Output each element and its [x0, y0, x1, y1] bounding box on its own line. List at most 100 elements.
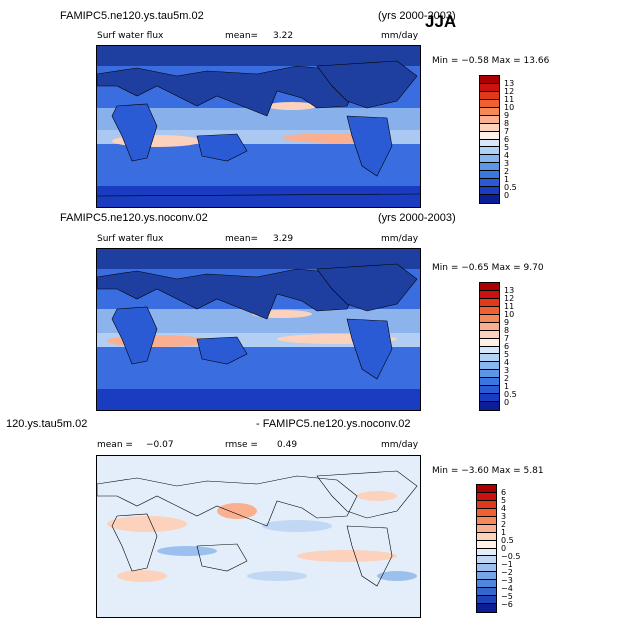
colorbar-swatch	[476, 579, 497, 589]
colorbar-swatch	[476, 571, 497, 581]
colorbar-swatch	[479, 138, 500, 148]
colorbar-swatch	[479, 90, 500, 100]
panel-2-cbar-label-0: 13	[504, 286, 515, 295]
panel-2-cbar-label-10: 3	[504, 366, 510, 375]
panel-2-mean-label: mean=	[225, 234, 259, 244]
panel-1-mean-label: mean=	[225, 31, 259, 41]
panel-3-rmse-value: 0.49	[277, 440, 298, 450]
colorbar-swatch	[479, 289, 500, 299]
panel-2-cbar-label-5: 8	[504, 326, 510, 335]
colorbar-swatch	[476, 515, 497, 525]
colorbar-swatch	[479, 114, 500, 124]
panel-1-cbar-label-12: 1	[504, 175, 510, 184]
panel-1-cbar-label-2: 11	[504, 95, 515, 104]
panel-1-variable: Surf water flux	[97, 31, 164, 41]
panel-2-cbar-label-9: 4	[504, 358, 510, 367]
panel-3-mean-label: mean =	[97, 440, 133, 450]
panel-1-cbar-label-9: 4	[504, 151, 510, 160]
colorbar-swatch	[479, 194, 500, 204]
colorbar-swatch	[476, 547, 497, 557]
colorbar-swatch	[479, 75, 500, 84]
panel-2-colorbar-boxes	[479, 282, 500, 411]
panel-3-cbar-label-11: −3	[501, 576, 513, 585]
colorbar-swatch	[479, 393, 500, 403]
colorbar-swatch	[476, 531, 497, 541]
panel-2-cbar-label-8: 5	[504, 350, 510, 359]
panel-2-cbar-label-6: 7	[504, 334, 510, 343]
panel-2-case-title: FAMIPC5.ne120.ys.noconv.02	[60, 212, 208, 224]
panel-3-map	[96, 455, 421, 618]
panel-2-cbar-label-7: 6	[504, 342, 510, 351]
colorbar-swatch	[479, 82, 500, 92]
panel-2-cbar-label-11: 2	[504, 374, 510, 383]
panel-2-units: mm/day	[381, 234, 419, 244]
colorbar-swatch	[479, 282, 500, 291]
panel-1-units: mm/day	[381, 31, 419, 41]
colorbar-swatch	[479, 313, 500, 323]
colorbar-swatch	[476, 603, 497, 613]
colorbar-swatch	[479, 162, 500, 172]
colorbar-swatch	[479, 122, 500, 132]
panel-3-cbar-label-2: 4	[501, 504, 507, 513]
colorbar-swatch	[479, 305, 500, 315]
panel-1-cbar-label-1: 12	[504, 87, 515, 96]
colorbar-swatch	[479, 345, 500, 355]
season-label: JJA	[425, 12, 457, 31]
panel-3-cbar-label-7: 0	[501, 544, 507, 553]
colorbar-swatch	[479, 98, 500, 108]
panel-3-cbar-label-5: 1	[501, 528, 507, 537]
panel-1-cbar-label-10: 3	[504, 159, 510, 168]
panel-3-cbar-label-6: 0.5	[501, 536, 514, 545]
panel-1-cbar-label-11: 2	[504, 167, 510, 176]
panel-1-cbar-label-8: 5	[504, 143, 510, 152]
colorbar-swatch	[479, 385, 500, 395]
panel-1-mean-value: 3.22	[273, 31, 294, 41]
panel-1-cbar-label-0: 13	[504, 79, 515, 88]
panel-3-cbar-label-8: −0.5	[501, 552, 521, 561]
panel-3-cbar-label-13: −5	[501, 592, 513, 601]
panel-3-cbar-label-14: −6	[501, 600, 513, 609]
panel-3-colorbar-boxes	[476, 484, 497, 613]
panel-3-minmax: Min = −3.60 Max = 5.81	[432, 466, 544, 476]
panel-3-cbar-label-9: −1	[501, 560, 513, 569]
panel-2-minmax: Min = −0.65 Max = 9.70	[432, 263, 544, 273]
panel-1-cbar-label-14: 0	[504, 191, 510, 200]
colorbar-swatch	[479, 297, 500, 307]
panel-2-cbar-label-3: 10	[504, 310, 515, 319]
colorbar-swatch	[479, 146, 500, 156]
panel-3-units: mm/day	[381, 440, 419, 450]
panel-3-case-title-left: 120.ys.tau5m.02	[6, 418, 88, 430]
colorbar-swatch	[479, 377, 500, 387]
panel-2-cbar-label-12: 1	[504, 382, 510, 391]
colorbar-swatch	[479, 401, 500, 411]
colorbar-swatch	[479, 178, 500, 188]
panel-1-cbar-label-7: 6	[504, 135, 510, 144]
panel-1-cbar-label-3: 10	[504, 103, 515, 112]
panel-2-cbar-label-2: 11	[504, 302, 515, 311]
colorbar-swatch	[479, 369, 500, 379]
colorbar-swatch	[476, 539, 497, 549]
panel-1-cbar-label-5: 8	[504, 119, 510, 128]
colorbar-swatch	[479, 106, 500, 116]
panel-2-years: (yrs 2000-2003)	[378, 212, 456, 224]
colorbar-swatch	[479, 321, 500, 331]
panel-2-map	[96, 248, 421, 411]
panel-3-cbar-label-0: 6	[501, 488, 507, 497]
colorbar-swatch	[479, 329, 500, 339]
panel-2-cbar-label-13: 0.5	[504, 390, 517, 399]
panel-1-minmax: Min = −0.58 Max = 13.66	[432, 56, 550, 66]
panel-2-mean-value: 3.29	[273, 234, 294, 244]
panel-1-cbar-label-4: 9	[504, 111, 510, 120]
panel-3-cbar-label-4: 2	[501, 520, 507, 529]
panel-3-mean-value: −0.07	[146, 440, 174, 450]
panel-3-cbar-label-1: 5	[501, 496, 507, 505]
panel-2-cbar-label-4: 9	[504, 318, 510, 327]
panel-1-cbar-label-13: 0.5	[504, 183, 517, 192]
panel-3-rmse-label: rmse =	[225, 440, 258, 450]
panel-2-variable: Surf water flux	[97, 234, 164, 244]
panel-1-cbar-label-6: 7	[504, 127, 510, 136]
colorbar-swatch	[476, 484, 497, 493]
colorbar-swatch	[476, 555, 497, 565]
panel-1-years: (yrs 2000-2003)	[378, 10, 456, 22]
colorbar-swatch	[476, 595, 497, 605]
